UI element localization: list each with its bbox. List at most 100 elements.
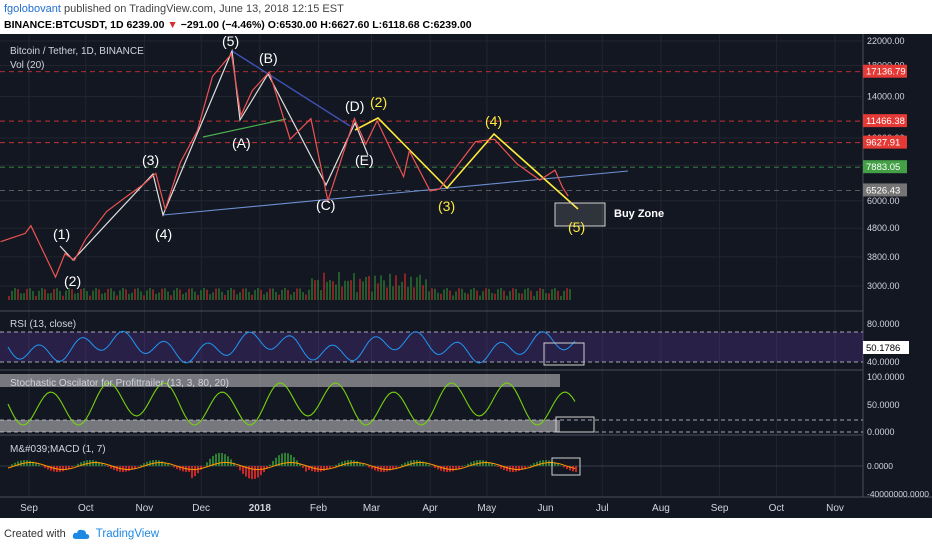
volume-bar [233,289,235,300]
macd-bar [506,466,508,472]
volume-bar [551,289,553,300]
macd-bar [311,466,313,472]
stoch-y-tick: 0.0000 [867,427,895,437]
volume-bar [410,276,412,300]
volume-bar [530,290,532,300]
volume-bar [257,288,259,300]
volume-bar [458,288,460,300]
price-tag [863,160,907,174]
macd-bar [167,464,169,466]
macd-bar [359,462,361,466]
volume-bar [284,288,286,300]
volume-bar [401,281,403,300]
price-tag-label: 11466.38 [866,116,905,127]
volume-bar [185,292,187,300]
volume-bar [548,293,550,300]
macd-bar [305,466,307,472]
volume-bar [56,288,58,300]
macd-bar [77,463,79,466]
volume-bar [23,293,25,300]
macd-bar [368,466,370,468]
macd-bar [521,466,523,470]
macd-bar [236,466,238,467]
volume-bar [86,291,88,300]
rsi-highlight-box [543,342,585,366]
price-tag-label: 7883.05 [866,162,900,173]
price-tag [863,64,907,78]
volume-bar [560,295,562,300]
volume-bar [317,279,319,300]
volume-bar [59,291,61,300]
macd-bar [161,461,163,466]
chart-canvas[interactable]: Buy Zone (1) (2) (3) (4) (5) (A) (B) (C)… [0,34,932,518]
volume-bar [173,290,175,300]
macd-bar [83,461,85,466]
volume-bar [386,287,388,300]
volume-bar [116,295,118,300]
macd-bar [254,466,256,479]
footer-brand-link[interactable]: TradingView [95,528,160,540]
volume-bar [176,288,178,300]
volume-bar [242,288,244,300]
macd-bar [32,461,34,466]
rsi-pane-title: RSI (13, close) [10,319,76,330]
macd-bar [200,466,202,470]
x-tick-label: Apr [422,503,438,514]
volume-bar [11,290,13,300]
volume-bar [374,275,376,300]
x-tick-label: Jun [537,503,553,514]
x-tick-label: Dec [192,503,210,514]
macd-bar [572,466,574,472]
volume-bar [281,289,283,300]
macd-bar [149,460,151,466]
x-tick-label: Sep [711,503,729,514]
macd-bar [533,463,535,466]
tradingview-cloud-icon [72,529,89,539]
volume-bar [347,280,349,300]
macd-bar [569,466,571,471]
close-value: 6239.00 [433,19,472,31]
volume-bar [68,288,70,300]
volume-bar [503,290,505,300]
volume-bar [179,289,181,300]
macd-bar [548,460,550,466]
x-tick-label: Aug [652,503,670,514]
volume-bar [74,293,76,300]
macd-bar [242,466,244,474]
macd-bar [191,466,193,479]
macd-bar [284,452,286,466]
macd-bar [437,466,439,470]
y-tick-label: 6000.00 [867,196,900,206]
volume-bar [557,290,559,300]
y-tick-label: 22000.00 [867,36,905,46]
macd-bar [68,466,70,469]
volume-bar [407,286,409,300]
volume-bar [464,292,466,300]
macd-bar [539,460,541,466]
macd-bar [134,466,136,469]
volume-bar [227,290,229,300]
volume-bar [209,294,211,300]
macd-bar [524,466,526,469]
volume-bar [413,287,415,300]
volume-bar [293,291,295,300]
volume-bar [485,288,487,300]
macd-bar [113,466,115,470]
volume-bar [392,286,394,300]
macd-bar [206,462,208,466]
y-tick-label: 14000.00 [867,92,905,102]
macd-bar [419,460,421,466]
volume-bar [383,280,385,300]
macd-bar [176,466,178,470]
volume-bar [500,288,502,300]
author-link[interactable]: fgolobovant [4,3,61,15]
stoch-y-tick: 50.0000 [867,400,900,410]
volume-bar [365,276,367,300]
wave-lines-yellow [354,117,579,210]
volume-bar [440,293,442,300]
macd-bar [182,466,184,472]
macd-bar [71,466,73,468]
volume-bar [416,277,418,300]
volume-bar [104,292,106,300]
macd-bar [476,460,478,466]
